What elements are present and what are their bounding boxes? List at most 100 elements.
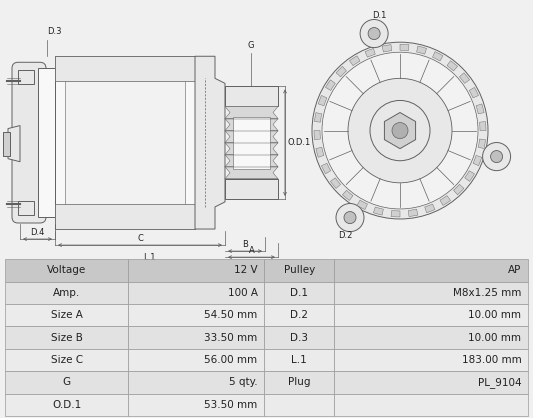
- FancyBboxPatch shape: [334, 304, 528, 326]
- Polygon shape: [425, 204, 435, 213]
- Polygon shape: [225, 119, 278, 130]
- Text: G: G: [248, 41, 254, 50]
- Polygon shape: [314, 112, 322, 122]
- Text: 183.00 mm: 183.00 mm: [462, 355, 521, 365]
- Circle shape: [490, 150, 503, 163]
- Circle shape: [348, 78, 452, 183]
- FancyBboxPatch shape: [264, 393, 334, 416]
- Text: Voltage: Voltage: [47, 265, 86, 275]
- Polygon shape: [330, 178, 341, 189]
- Polygon shape: [225, 179, 278, 199]
- FancyBboxPatch shape: [5, 326, 128, 349]
- Text: Plug: Plug: [288, 377, 310, 387]
- Circle shape: [360, 20, 388, 48]
- Polygon shape: [233, 117, 270, 169]
- Polygon shape: [321, 163, 330, 174]
- Text: C: C: [137, 234, 143, 243]
- Text: 100 A: 100 A: [228, 288, 257, 298]
- FancyBboxPatch shape: [128, 259, 264, 282]
- Text: Size B: Size B: [51, 333, 83, 342]
- Polygon shape: [225, 87, 278, 107]
- Polygon shape: [55, 56, 195, 229]
- Text: M8x1.25 mm: M8x1.25 mm: [453, 288, 521, 298]
- FancyBboxPatch shape: [264, 304, 334, 326]
- Polygon shape: [454, 184, 464, 195]
- Text: O.D.1: O.D.1: [52, 400, 82, 410]
- Polygon shape: [225, 143, 278, 155]
- Text: 56.00 mm: 56.00 mm: [205, 355, 257, 365]
- Polygon shape: [478, 139, 486, 148]
- FancyBboxPatch shape: [5, 259, 128, 282]
- Polygon shape: [343, 190, 353, 201]
- FancyBboxPatch shape: [334, 326, 528, 349]
- Polygon shape: [65, 68, 185, 217]
- Polygon shape: [382, 45, 392, 52]
- FancyBboxPatch shape: [264, 282, 334, 304]
- Polygon shape: [476, 104, 484, 114]
- FancyBboxPatch shape: [334, 349, 528, 371]
- FancyBboxPatch shape: [5, 371, 128, 393]
- FancyBboxPatch shape: [334, 282, 528, 304]
- Text: 10.00 mm: 10.00 mm: [469, 333, 521, 342]
- Polygon shape: [480, 122, 486, 130]
- Text: Amp.: Amp.: [53, 288, 80, 298]
- Circle shape: [312, 42, 488, 219]
- Text: AP: AP: [508, 265, 521, 275]
- Text: 33.50 mm: 33.50 mm: [204, 333, 257, 342]
- Polygon shape: [447, 61, 457, 71]
- Text: 53.50 mm: 53.50 mm: [204, 400, 257, 410]
- Polygon shape: [225, 155, 278, 167]
- FancyBboxPatch shape: [5, 304, 128, 326]
- Text: G: G: [63, 377, 71, 387]
- Polygon shape: [18, 201, 34, 215]
- Polygon shape: [357, 200, 367, 209]
- Text: 12 V: 12 V: [234, 265, 257, 275]
- FancyBboxPatch shape: [264, 326, 334, 349]
- FancyBboxPatch shape: [264, 349, 334, 371]
- Polygon shape: [433, 52, 443, 61]
- Polygon shape: [365, 48, 375, 57]
- Polygon shape: [459, 73, 470, 83]
- Polygon shape: [55, 204, 195, 229]
- FancyBboxPatch shape: [5, 282, 128, 304]
- FancyBboxPatch shape: [128, 349, 264, 371]
- Text: B: B: [242, 240, 248, 249]
- FancyBboxPatch shape: [128, 371, 264, 393]
- Polygon shape: [469, 87, 479, 98]
- Text: D.3: D.3: [290, 333, 308, 342]
- Polygon shape: [391, 211, 400, 217]
- FancyBboxPatch shape: [264, 259, 334, 282]
- Text: L.1: L.1: [143, 253, 155, 262]
- Polygon shape: [314, 130, 320, 140]
- FancyBboxPatch shape: [12, 62, 46, 223]
- Circle shape: [482, 143, 511, 171]
- Polygon shape: [3, 132, 10, 155]
- FancyBboxPatch shape: [128, 282, 264, 304]
- Polygon shape: [225, 130, 278, 143]
- Circle shape: [392, 122, 408, 139]
- Polygon shape: [18, 70, 34, 84]
- FancyBboxPatch shape: [128, 326, 264, 349]
- Text: D.3: D.3: [47, 27, 61, 36]
- FancyBboxPatch shape: [334, 393, 528, 416]
- Polygon shape: [195, 56, 225, 229]
- FancyBboxPatch shape: [5, 349, 128, 371]
- Polygon shape: [350, 56, 360, 66]
- Text: Size A: Size A: [51, 310, 83, 320]
- Polygon shape: [408, 209, 418, 217]
- FancyBboxPatch shape: [264, 371, 334, 393]
- Text: D.2: D.2: [290, 310, 308, 320]
- FancyBboxPatch shape: [128, 304, 264, 326]
- Polygon shape: [318, 95, 327, 106]
- Circle shape: [370, 100, 430, 161]
- Polygon shape: [440, 196, 450, 205]
- Polygon shape: [326, 80, 335, 90]
- Text: D.4: D.4: [30, 228, 45, 237]
- Polygon shape: [225, 107, 278, 119]
- Text: PL_9104: PL_9104: [478, 377, 521, 388]
- Circle shape: [368, 28, 380, 40]
- Polygon shape: [38, 68, 55, 217]
- Polygon shape: [336, 66, 346, 77]
- Polygon shape: [8, 125, 20, 162]
- Text: O.D.1: O.D.1: [287, 138, 310, 147]
